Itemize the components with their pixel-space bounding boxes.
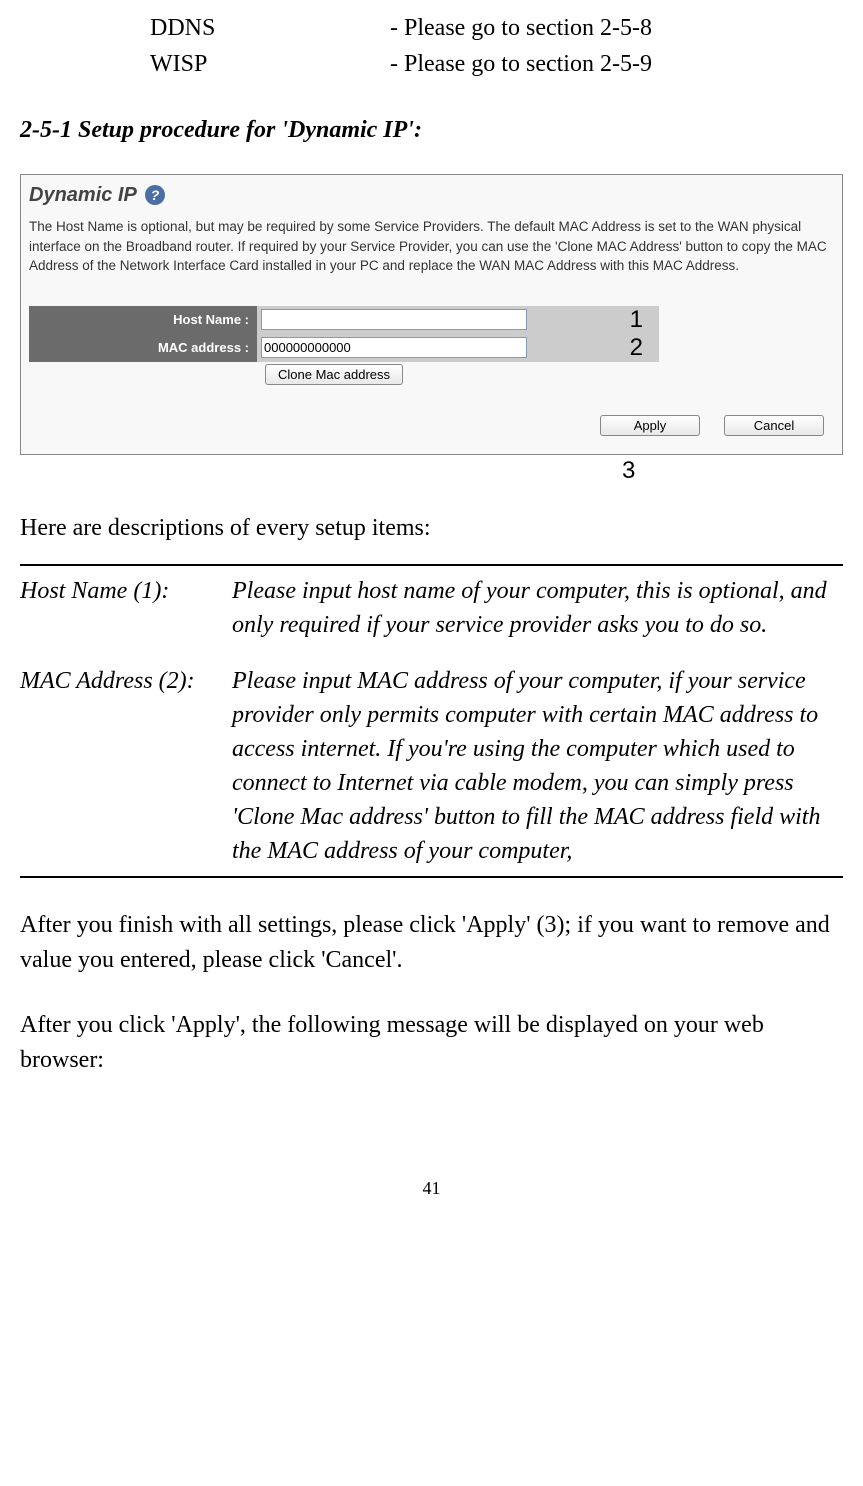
- mac-address-cell: 2: [257, 334, 659, 362]
- nav-row-ddns: DDNS - Please go to section 2-5-8: [150, 10, 843, 46]
- screenshot-panel: Dynamic IP ? The Host Name is optional, …: [20, 174, 843, 455]
- callout-3: 3: [622, 457, 843, 485]
- section-heading: 2-5-1 Setup procedure for 'Dynamic IP':: [20, 117, 843, 144]
- paragraph-1: After you finish with all settings, plea…: [20, 908, 843, 978]
- mac-address-row: MAC address : 2: [29, 334, 659, 362]
- nav-row-wisp: WISP - Please go to section 2-5-9: [150, 46, 843, 82]
- help-icon: ?: [143, 183, 167, 207]
- panel-title: Dynamic IP ?: [29, 183, 834, 207]
- callout-1: 1: [630, 306, 643, 334]
- host-name-row: Host Name : 1: [29, 306, 659, 334]
- apply-button[interactable]: Apply: [600, 415, 700, 436]
- svg-text:?: ?: [151, 187, 160, 203]
- host-name-cell: 1: [257, 306, 659, 334]
- desc-item-mac: MAC Address (2): Please input MAC addres…: [20, 664, 843, 868]
- desc-def: Please input host name of your computer,…: [232, 574, 843, 642]
- panel-title-text: Dynamic IP: [29, 184, 137, 207]
- input-table: Host Name : 1 MAC address : 2 Clone Mac …: [29, 306, 659, 385]
- desc-term: MAC Address (2):: [20, 664, 232, 868]
- clone-row: Clone Mac address: [29, 364, 659, 385]
- nav-ref: - Please go to section 2-5-8: [390, 10, 652, 46]
- mac-address-input[interactable]: [261, 337, 527, 358]
- action-buttons: Apply Cancel: [29, 415, 834, 446]
- callout-2: 2: [630, 334, 643, 362]
- nav-ref: - Please go to section 2-5-9: [390, 46, 652, 82]
- description-box: Host Name (1): Please input host name of…: [20, 564, 843, 879]
- desc-term: Host Name (1):: [20, 574, 232, 642]
- clone-mac-button[interactable]: Clone Mac address: [265, 364, 403, 385]
- nav-label: DDNS: [150, 10, 390, 46]
- nav-label: WISP: [150, 46, 390, 82]
- clone-spacer: [29, 364, 265, 385]
- desc-def: Please input MAC address of your compute…: [232, 664, 843, 868]
- page-number: 41: [20, 1178, 843, 1199]
- paragraph-2: After you click 'Apply', the following m…: [20, 1008, 843, 1078]
- cancel-button[interactable]: Cancel: [724, 415, 824, 436]
- host-name-label: Host Name :: [29, 306, 257, 334]
- host-name-input[interactable]: [261, 309, 527, 330]
- intro-text: Here are descriptions of every setup ite…: [20, 515, 843, 542]
- nav-list: DDNS - Please go to section 2-5-8 WISP -…: [150, 10, 843, 82]
- panel-description: The Host Name is optional, but may be re…: [29, 217, 834, 276]
- desc-item-hostname: Host Name (1): Please input host name of…: [20, 574, 843, 642]
- mac-address-label: MAC address :: [29, 334, 257, 362]
